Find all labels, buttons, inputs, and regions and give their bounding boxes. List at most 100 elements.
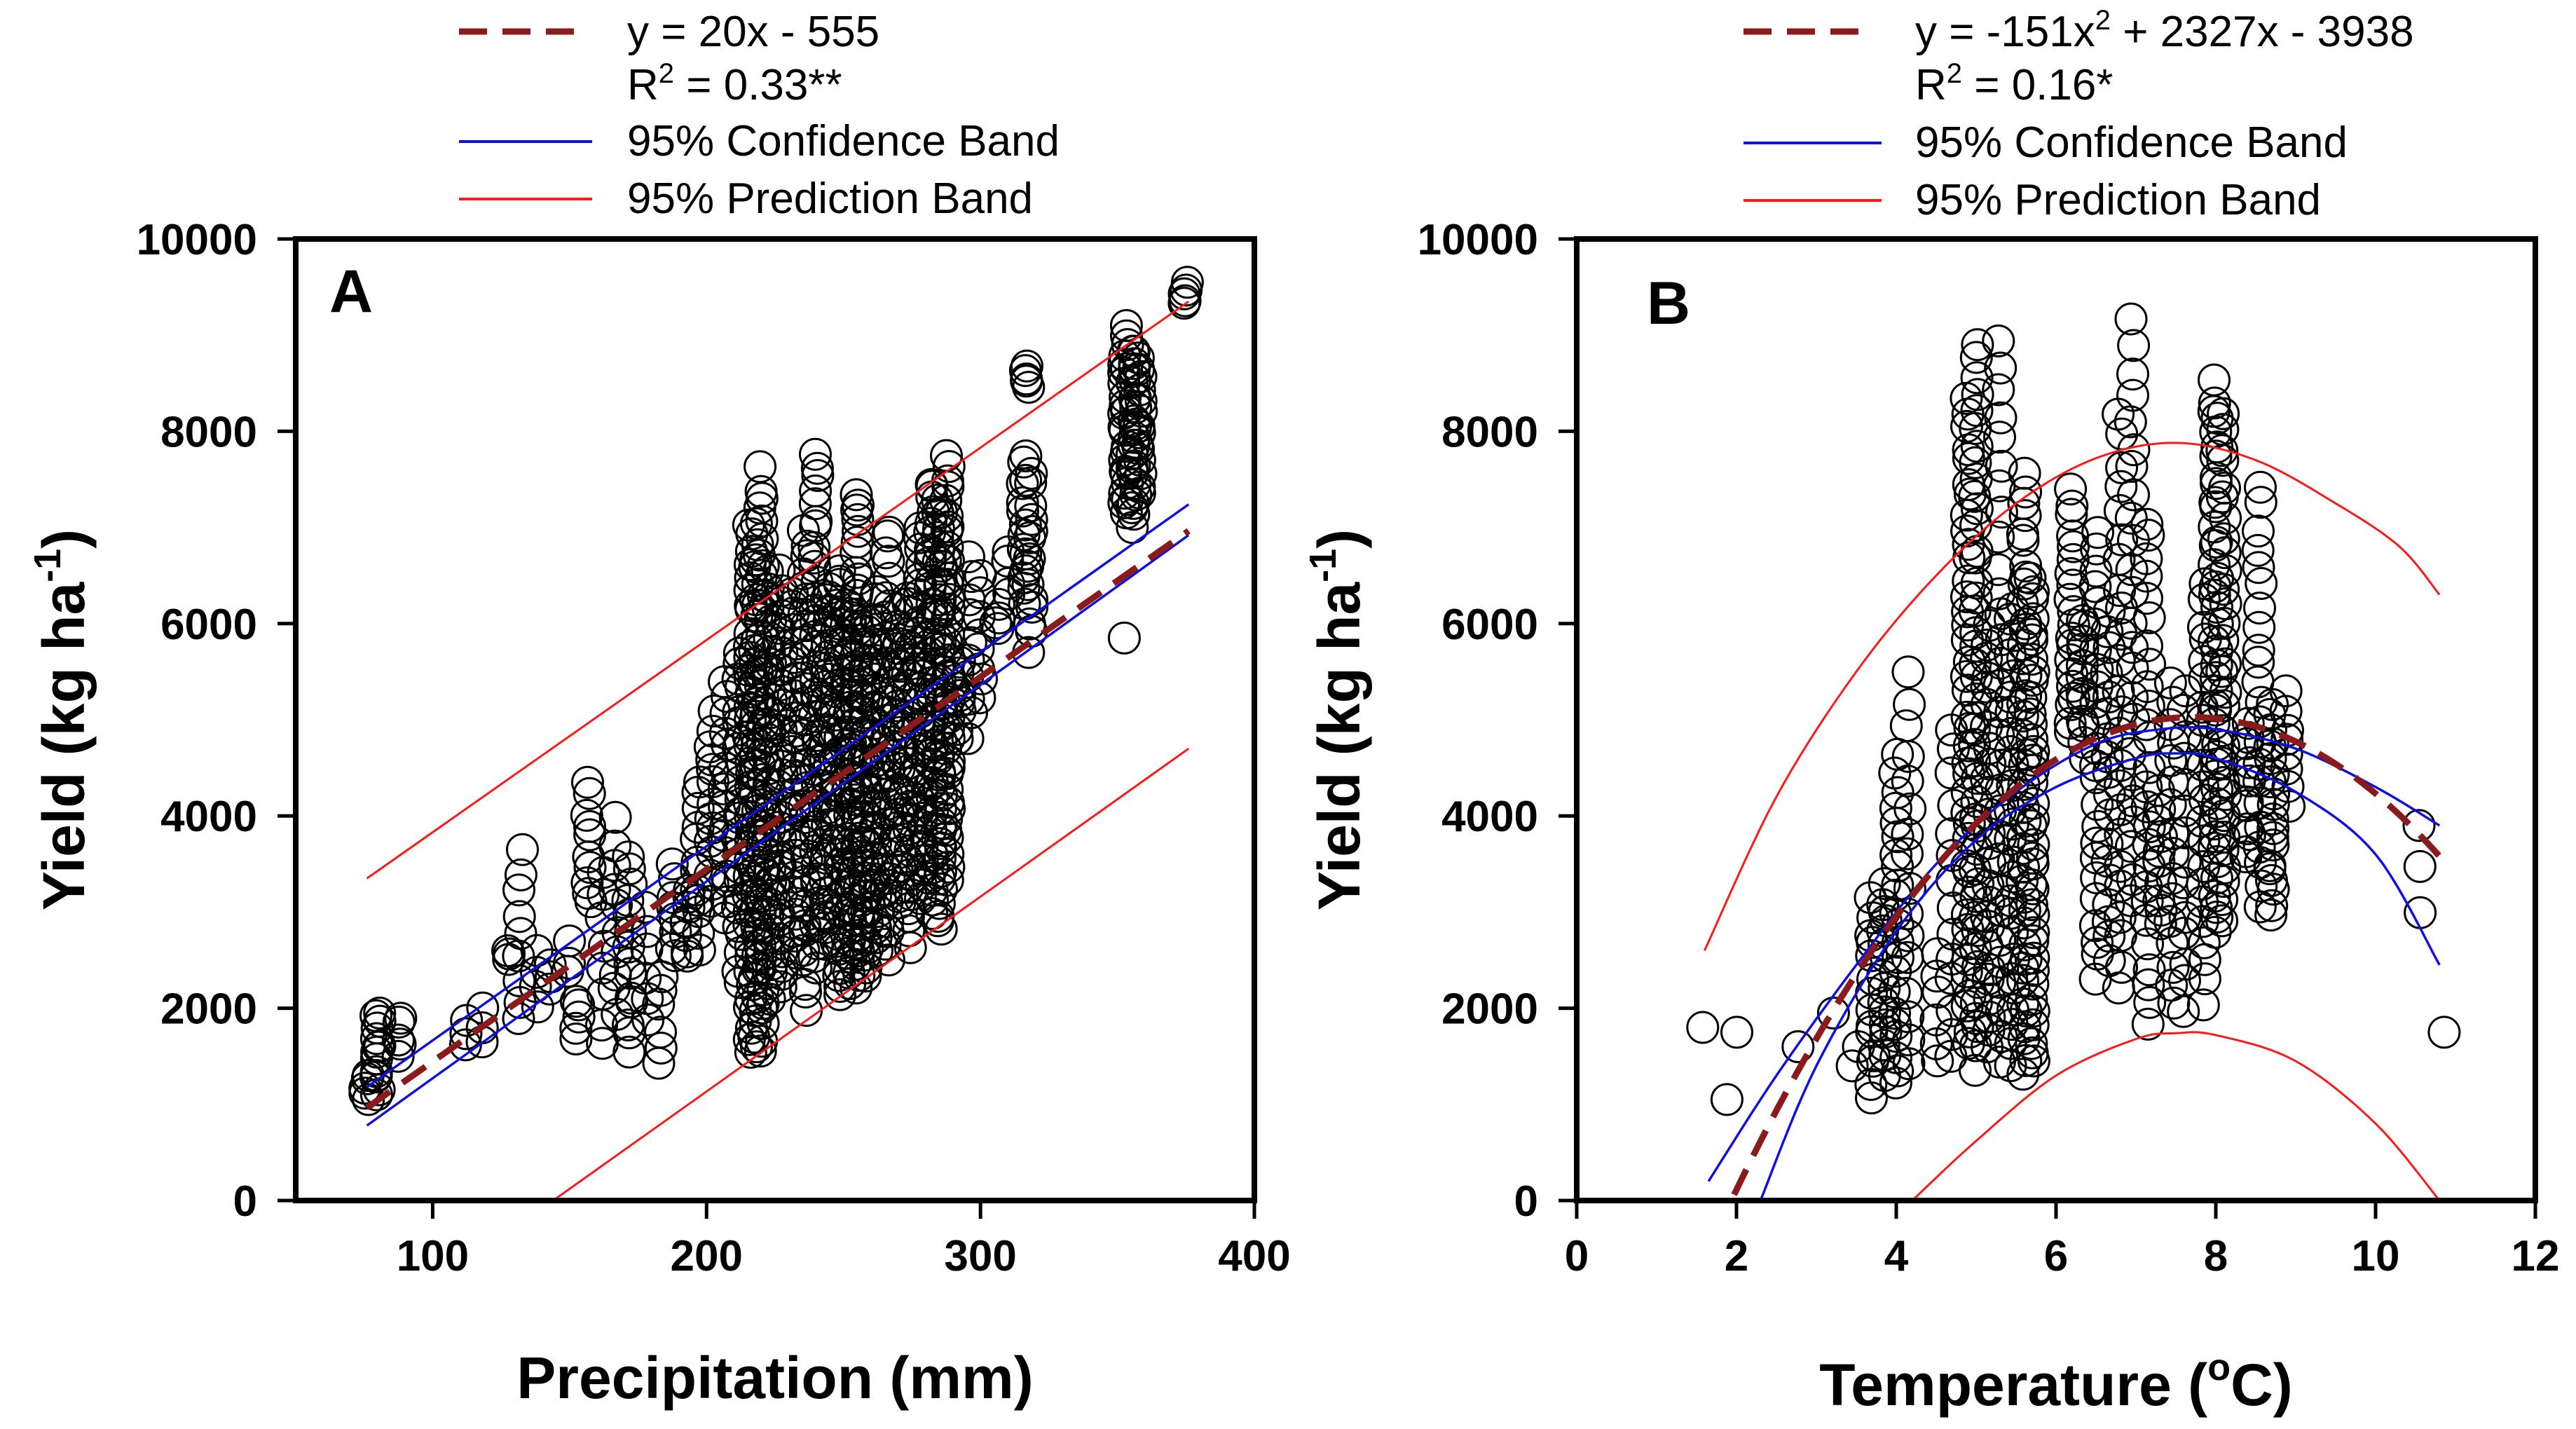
- data-point: [570, 866, 604, 900]
- data-point: [2133, 648, 2167, 681]
- legend-a-confidence-label: 95% Confidence Band: [627, 117, 1060, 165]
- data-point: [644, 973, 678, 1007]
- data-point: [2057, 608, 2090, 642]
- plot-content-b: [1686, 302, 2461, 1201]
- data-point: [2015, 1036, 2049, 1069]
- data-point: [2116, 378, 2149, 412]
- data-point: [2016, 924, 2050, 957]
- data-point: [1952, 821, 1985, 855]
- data-point: [1959, 581, 1993, 615]
- data-point: [1959, 1001, 1992, 1035]
- data-point: [924, 841, 957, 875]
- data-point: [2206, 413, 2240, 446]
- data-point: [363, 1004, 397, 1038]
- data-point: [2167, 994, 2200, 1028]
- data-point: [2168, 964, 2201, 997]
- confidence-band-lower: [366, 534, 1190, 1127]
- data-point: [2130, 629, 2163, 663]
- data-point: [2016, 602, 2050, 636]
- data-point: [1891, 837, 1924, 870]
- data-point: [2008, 894, 2041, 927]
- data-point: [840, 478, 873, 512]
- data-point: [1879, 897, 1912, 931]
- legend-b-fit-r2: R2 = 0.16*: [1915, 58, 2113, 109]
- data-point: [1889, 709, 1923, 743]
- data-point: [2104, 849, 2137, 883]
- data-point: [1982, 520, 2015, 554]
- panel-label-b: B: [1647, 270, 1690, 337]
- data-point: [790, 842, 823, 876]
- data-point: [2144, 820, 2178, 853]
- y-axis-title-a: Yield (kg ha-1): [27, 529, 97, 910]
- data-point: [2132, 601, 2166, 634]
- data-point: [2269, 674, 2303, 708]
- data-point: [2242, 551, 2275, 584]
- data-point: [922, 887, 956, 920]
- data-point: [2017, 941, 2050, 975]
- prediction-band-upper: [366, 300, 1190, 880]
- data-point: [849, 923, 882, 957]
- data-point: [2404, 896, 2437, 929]
- data-point: [931, 773, 964, 807]
- data-point: [2253, 765, 2287, 798]
- legend-a-fit-equation: y = 20x - 555: [627, 8, 879, 56]
- data-point: [1985, 449, 2018, 483]
- data-point: [2167, 866, 2200, 900]
- data-point: [2104, 470, 2138, 503]
- data-point: [1122, 410, 1156, 443]
- data-point: [1009, 463, 1043, 497]
- data-point: [1015, 457, 1048, 490]
- data-point: [952, 540, 985, 573]
- data-point: [382, 1023, 415, 1057]
- y-tick-label: 0: [233, 1177, 257, 1226]
- data-point: [359, 1022, 393, 1055]
- x-tick-label: 4: [1884, 1232, 1909, 1280]
- data-point: [933, 744, 966, 778]
- data-point: [2209, 554, 2242, 587]
- data-point: [2116, 357, 2149, 391]
- data-point: [1122, 353, 1156, 386]
- data-point: [2104, 748, 2137, 782]
- data-point: [823, 978, 857, 1011]
- data-point: [1015, 502, 1048, 536]
- data-point: [883, 850, 917, 884]
- data-point: [955, 560, 989, 594]
- data-point: [1868, 867, 1901, 901]
- data-point: [2079, 685, 2113, 719]
- data-point: [924, 855, 957, 889]
- data-point: [2017, 786, 2050, 820]
- data-point: [2198, 386, 2231, 420]
- data-point: [1167, 277, 1201, 310]
- data-point: [614, 957, 648, 990]
- data-point: [2188, 645, 2221, 678]
- data-point: [2156, 950, 2190, 984]
- data-point: [1107, 621, 1141, 655]
- data-point: [892, 803, 926, 837]
- legend-b-prediction-label: 95% Prediction Band: [1915, 176, 2321, 224]
- data-point: [1950, 700, 1984, 734]
- data-point: [2113, 405, 2147, 439]
- data-point: [631, 1003, 665, 1037]
- y-tick-label: 10000: [137, 216, 257, 264]
- data-point: [1959, 509, 1992, 542]
- data-point: [2013, 561, 2047, 595]
- prediction-band-lower: [552, 747, 1190, 1201]
- data-point: [2080, 532, 2113, 566]
- data-point: [2079, 554, 2113, 588]
- y-tick-label: 2000: [1441, 985, 1538, 1034]
- data-point: [1123, 374, 1156, 406]
- prediction-band-upper: [1704, 442, 2441, 951]
- data-point: [921, 521, 954, 554]
- data-point: [1921, 1044, 1954, 1078]
- data-point: [1985, 495, 2018, 529]
- x-tick-label: 2: [1725, 1232, 1748, 1280]
- data-point: [1835, 1049, 1869, 1083]
- data-point: [1996, 916, 2029, 950]
- data-point: [2231, 706, 2265, 740]
- data-point: [502, 939, 535, 973]
- data-point: [2200, 901, 2234, 934]
- data-point: [929, 814, 963, 847]
- data-point: [655, 847, 689, 881]
- data-point: [2117, 329, 2151, 362]
- data-point: [2209, 676, 2242, 709]
